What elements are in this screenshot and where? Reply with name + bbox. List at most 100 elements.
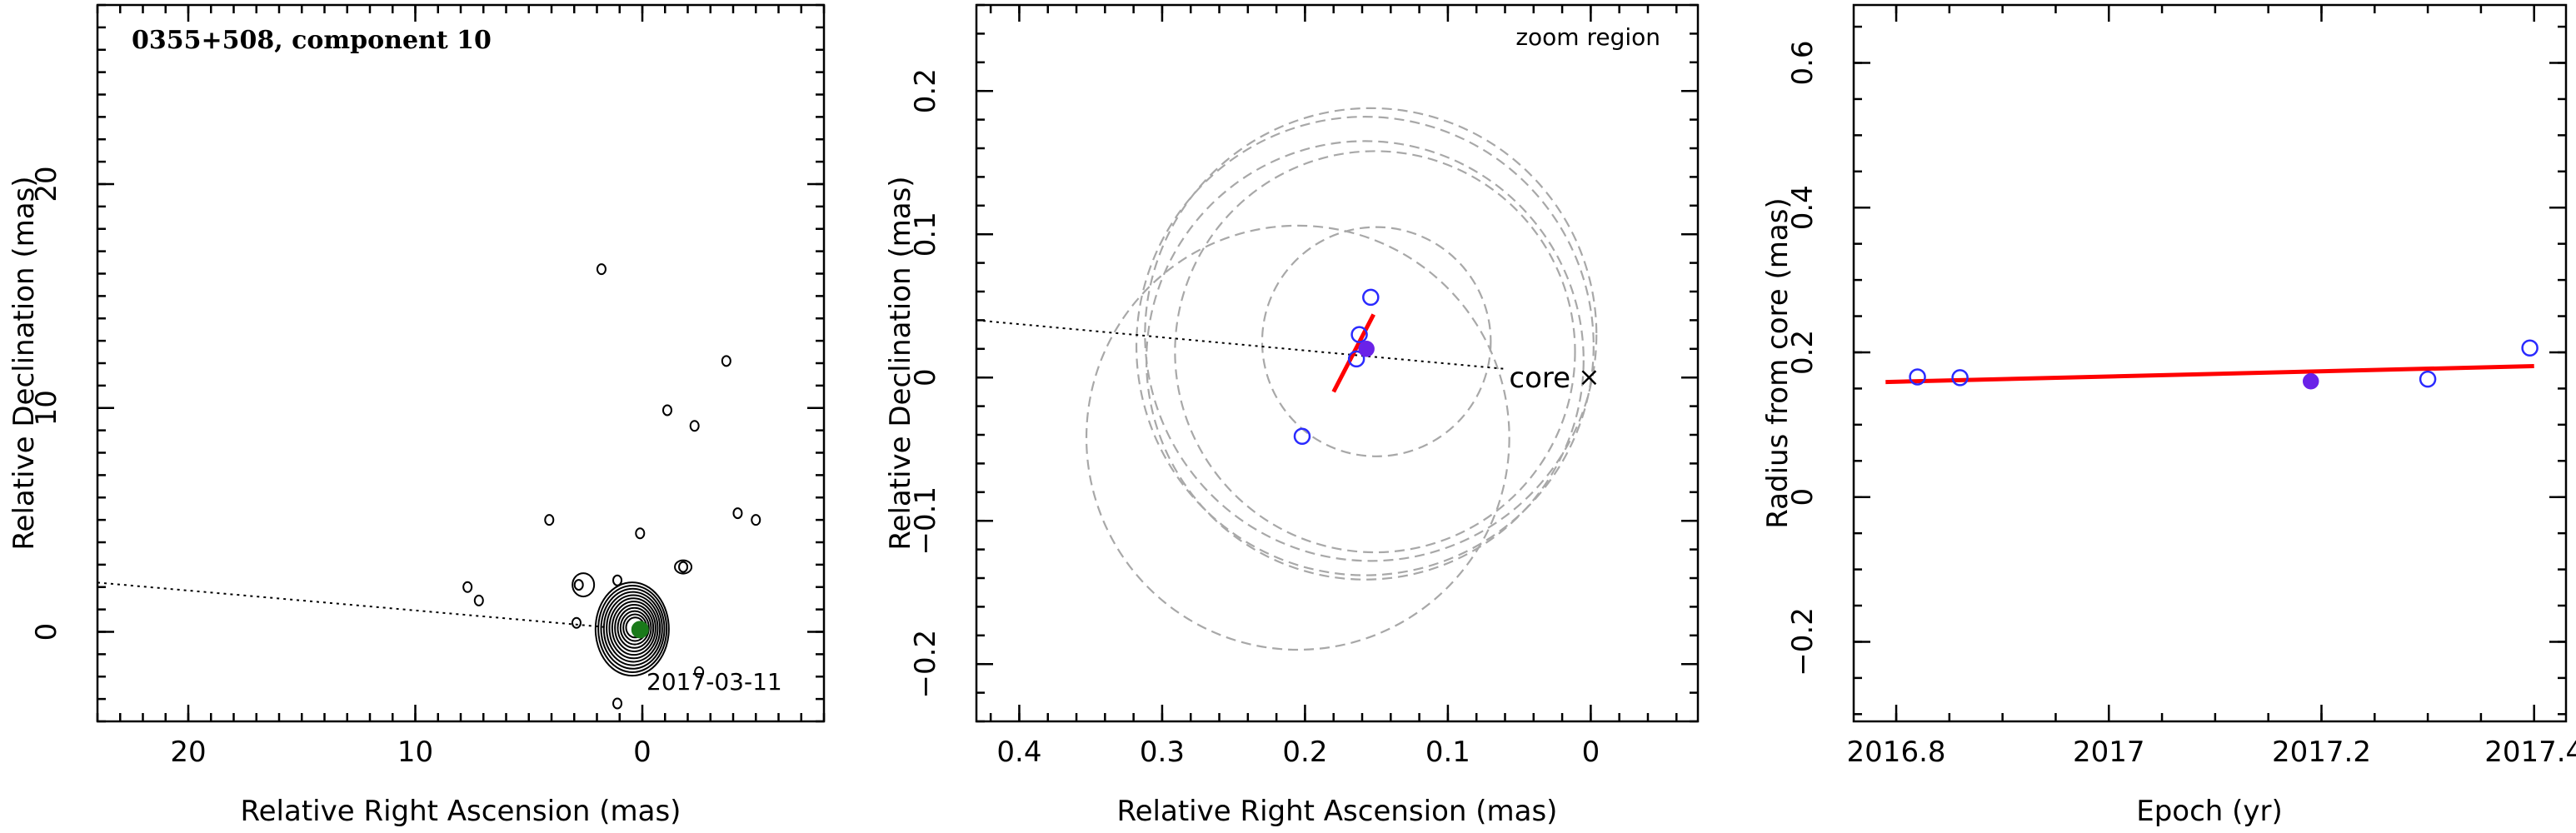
motion-fit-line — [1331, 313, 1375, 393]
panel-radius-vs-epoch: 2016.8 2017 2017.2 2017.4 −0.2 0 0.2 0.4 0.6 Epo… — [1761, 3, 2576, 828]
panel2-y-tick-label: −0.2 — [909, 630, 942, 699]
reference-epoch-point — [2302, 372, 2319, 390]
panel1-ticks — [96, 3, 826, 723]
panel2-y-axis-label: Relative Declination (mas) — [884, 176, 917, 550]
panel1-x-tick-label: 10 — [397, 736, 433, 769]
core-label: core — [1509, 362, 1570, 395]
core-contour — [600, 587, 666, 670]
panel3-x-tick-label: 2017.4 — [2484, 736, 2576, 769]
panel1-title: 0355+508, component 10 — [132, 26, 492, 55]
panel3-tick-labels: 2016.8 2017 2017.2 2017.4 −0.2 0 0.2 0.4 0.6 — [1786, 40, 2576, 769]
panel3-ticks — [1854, 5, 2566, 721]
panel3-y-axis-label: Radius from core (mas) — [1761, 197, 1795, 528]
small-contour — [721, 355, 731, 367]
position-point — [1293, 427, 1311, 445]
small-contour — [694, 666, 705, 678]
panel2-x-axis-label: Relative Right Ascension (mas) — [1117, 795, 1558, 828]
small-contour — [596, 263, 607, 276]
reference-position-point — [1358, 341, 1375, 357]
panel1-y-tick-label: 0 — [30, 623, 63, 641]
core-contour — [617, 606, 652, 649]
position-uncertainty-circle — [1144, 107, 1598, 562]
position-point — [1362, 288, 1380, 307]
panel3-x-tick-label: 2017.2 — [2272, 736, 2371, 769]
small-contour — [674, 559, 693, 575]
panel2-annotation: zoom region — [1515, 23, 1660, 51]
panel3-plot-area — [1885, 339, 2539, 390]
panel1-frame — [96, 3, 826, 723]
panel3-y-tick-label: 0.2 — [1786, 330, 1820, 375]
panel2-x-tick-label: 0.2 — [1282, 736, 1327, 769]
core-contour — [611, 601, 656, 656]
panel3-frame — [1852, 3, 2568, 723]
small-contour — [635, 527, 646, 540]
panel2-frame — [975, 3, 1700, 723]
position-point — [1350, 326, 1368, 343]
position-point — [1347, 350, 1365, 368]
panel2-y-tick-label: 0 — [909, 368, 942, 387]
small-contour — [612, 697, 623, 710]
radius-fit-line — [1885, 363, 2534, 385]
small-contour — [571, 616, 582, 629]
panel3-y-tick-label: 0.4 — [1786, 185, 1820, 230]
small-contour — [678, 561, 689, 573]
epoch-point — [1951, 369, 1969, 387]
small-contour — [661, 404, 672, 416]
jet-direction-line — [97, 581, 609, 629]
position-uncertainty-circle — [1174, 150, 1576, 554]
core-marker — [1581, 370, 1597, 386]
panel1-y-axis-label: Relative Declination (mas) — [7, 176, 41, 550]
panel2-y-tick-label: 0.1 — [909, 212, 942, 257]
epoch-point — [1909, 368, 1926, 386]
position-uncertainty-circle — [1261, 226, 1492, 457]
panel1-plot-area — [97, 263, 761, 710]
panel2-y-tick-label: 0.2 — [909, 68, 942, 113]
panel1-x-tick-label: 20 — [170, 736, 206, 769]
core-contour — [597, 584, 668, 673]
core-contour — [594, 581, 670, 677]
small-contour — [544, 514, 555, 526]
epoch-point — [2521, 339, 2539, 357]
epoch-point — [2419, 370, 2437, 388]
panel3-x-tick-label: 2017 — [2073, 736, 2145, 769]
small-contour — [473, 594, 484, 606]
core-contour — [602, 591, 663, 666]
panel1-y-tick-label: 20 — [30, 166, 63, 202]
panel2-y-tick-label: −0.1 — [909, 486, 942, 556]
panel3-y-tick-label: −0.2 — [1786, 607, 1820, 676]
panel2-x-tick-label: 0 — [1582, 736, 1600, 769]
panel3-x-axis-label: Epoch (yr) — [2136, 795, 2283, 828]
small-contour — [572, 572, 596, 598]
small-contour — [573, 579, 584, 591]
panel1-x-tick-label: 0 — [633, 736, 651, 769]
panel2-tick-labels: 0.4 0.3 0.2 0.1 0 −0.2 −0.1 0 0.1 0.2 — [909, 68, 1600, 769]
panel2-ticks — [976, 3, 1698, 723]
position-uncertainty-circle — [1145, 140, 1585, 581]
panel1-date-annotation: 2017-03-11 — [646, 668, 782, 696]
core-contour — [619, 610, 650, 646]
component-marker — [631, 621, 649, 639]
panel-contour-map: 20 10 0 0 10 20 0355+508, component 10 2017-0… — [7, 3, 826, 828]
small-contour — [612, 574, 623, 586]
panel1-tick-labels: 20 10 0 0 10 20 — [30, 166, 651, 769]
panel1-x-axis-label: Relative Right Ascension (mas) — [241, 795, 681, 828]
panel3-x-tick-label: 2016.8 — [1847, 736, 1946, 769]
position-uncertainty-circle — [1085, 224, 1510, 651]
small-contour — [751, 514, 761, 526]
small-contour — [462, 581, 473, 593]
panel-zoom-region: 0.4 0.3 0.2 0.1 0 −0.2 −0.1 0 0.1 0.2 zoom region… — [884, 3, 1700, 828]
panel3-y-tick-label: 0 — [1786, 488, 1820, 506]
panel3-y-tick-label: 0.6 — [1786, 40, 1820, 85]
panel2-plot-area — [976, 107, 1598, 651]
jet-direction-line — [976, 319, 1505, 370]
core-contour — [608, 597, 659, 660]
core-contour — [614, 603, 655, 652]
panel2-x-tick-label: 0.1 — [1425, 736, 1470, 769]
panel1-y-tick-label: 10 — [30, 390, 63, 426]
panel2-x-tick-label: 0.4 — [996, 736, 1041, 769]
core-contour — [606, 594, 661, 663]
position-uncertainty-circle — [1135, 116, 1595, 576]
small-contour — [689, 420, 700, 432]
small-contour — [732, 507, 743, 520]
